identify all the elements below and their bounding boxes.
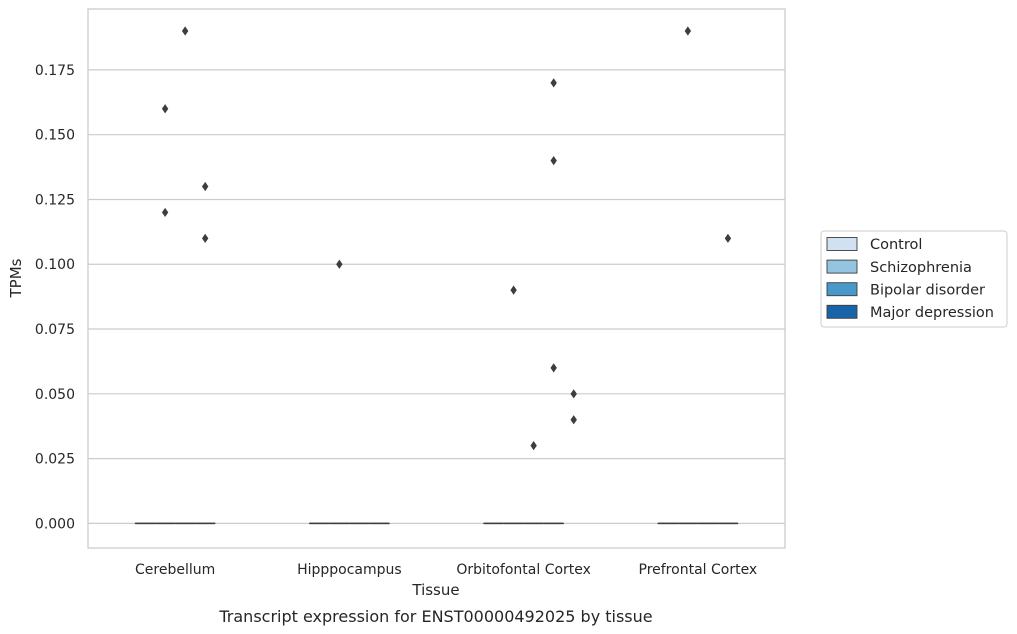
legend-swatch-bipolar-disorder [826,282,858,297]
y-tick-label: 0.125 [35,192,75,208]
outlier-point [724,233,732,243]
legend-swatch-control [826,237,858,251]
outlier-point [336,259,343,269]
outlier-point [550,78,557,88]
outlier-point [570,389,577,399]
plot-frame [87,8,786,549]
y-tick-label: 0.175 [35,63,75,79]
legend: Control Schizophrenia Bipolar disorder Majo… [820,230,1008,328]
outlier-point [201,181,209,192]
y-axis-label: TPMs [7,258,25,298]
outlier-point [530,441,537,451]
outlier-point [201,233,209,243]
legend-label-major-depression: Major depression [870,305,994,321]
outlier-point [684,26,692,36]
legend-swatch-major-depression [826,304,858,319]
legend-label-bipolar-disorder: Bipolar disorder [870,282,985,298]
outlier-point [550,155,557,166]
legend-label-schizophrenia: Schizophrenia [870,260,972,276]
x-tick-label: Orbitofontal Cortex [456,562,591,578]
grid-lines [88,69,785,524]
y-tick-label: 0.100 [35,257,75,273]
y-tick-label: 0.075 [35,322,75,338]
y-tick-label: 0.150 [35,128,75,144]
legend-swatch-schizophrenia [826,259,858,274]
chart-caption: Transcript expression for ENST0000049202… [218,607,652,626]
outlier-point [510,285,517,295]
y-tick-label: 0.050 [35,387,75,403]
legend-frame [820,230,1008,328]
outlier-point [161,104,169,114]
y-tick-labels: 0.000 0.025 0.050 0.075 0.100 0.125 0.150 0.175 [35,63,75,532]
outlier-point [161,207,169,218]
outlier-point [570,415,577,425]
x-axis-label: Tissue [411,581,459,599]
plot-area-background [88,9,785,548]
x-tick-label: Hipppocampus [297,562,402,578]
x-tick-label: Cerebellum [135,562,215,578]
y-tick-label: 0.025 [35,452,75,468]
outlier-point [181,26,189,36]
x-tick-label: Prefrontal Cortex [639,562,758,578]
legend-label-control: Control [870,237,922,253]
x-tick-labels: Cerebellum Hipppocampus Orbitofontal Corte… [135,562,757,578]
outlier-points [161,26,732,451]
outlier-point [550,363,557,373]
y-tick-label: 0.000 [35,516,75,532]
